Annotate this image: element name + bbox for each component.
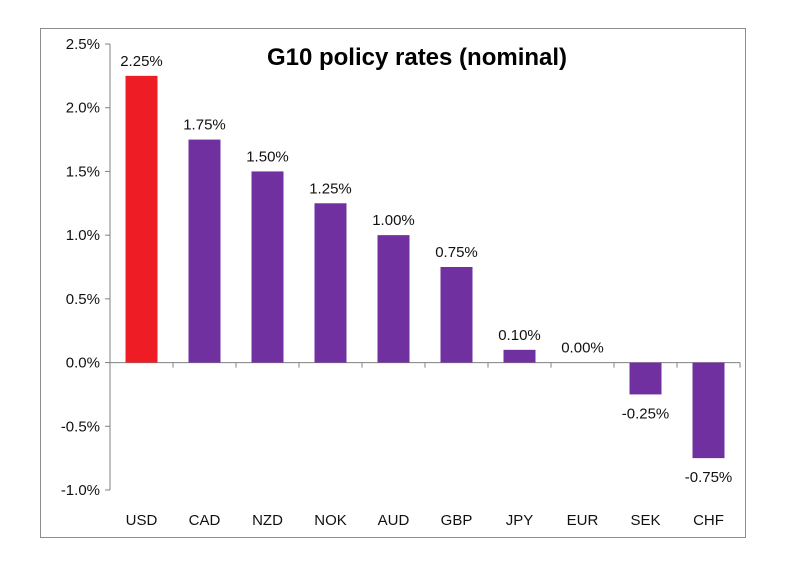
y-tick-label: 0.0% xyxy=(66,355,100,372)
x-tick-label-usd: USD xyxy=(126,512,158,529)
x-tick-label-sek: SEK xyxy=(630,512,660,529)
x-tick-label-jpy: JPY xyxy=(506,512,534,529)
bar-jpy xyxy=(503,349,536,363)
data-labels: 2.25% 1.75% 1.50% 1.25% 1.00% 0.75% 0.10% 0.00%… xyxy=(120,53,732,486)
bar-nzd xyxy=(251,171,284,363)
y-tick-label: 2.0% xyxy=(66,100,100,117)
data-label-gbp: 0.75% xyxy=(435,244,478,261)
bar-gbp xyxy=(440,267,473,363)
y-tick-label: 0.5% xyxy=(66,291,100,308)
bar-usd xyxy=(125,75,158,363)
x-tick-label-chf: CHF xyxy=(693,512,724,529)
data-label-usd: 2.25% xyxy=(120,53,163,70)
data-label-aud: 1.00% xyxy=(372,212,415,229)
y-tick-label: -0.5% xyxy=(61,418,100,435)
data-label-sek: -0.25% xyxy=(622,405,670,422)
bar-cad xyxy=(188,139,221,363)
x-tick-label-eur: EUR xyxy=(567,512,599,529)
bar-chf xyxy=(692,362,725,459)
data-label-chf: -0.75% xyxy=(685,469,733,486)
x-tick-label-nok: NOK xyxy=(314,512,347,529)
y-tick-label: 1.5% xyxy=(66,163,100,180)
y-tick-label: 1.0% xyxy=(66,227,100,244)
chart-title: G10 policy rates (nominal) xyxy=(267,44,567,71)
axes: 2.5% 2.0% 1.5% 1.0% 0.5% 0.0% -0.5% -1.0% USD CAD… xyxy=(61,36,741,529)
data-label-cad: 1.75% xyxy=(183,117,226,134)
bar-sek xyxy=(629,362,662,395)
data-label-nok: 1.25% xyxy=(309,180,352,197)
x-tick-label-nzd: NZD xyxy=(252,512,283,529)
x-tick-label-aud: AUD xyxy=(378,512,410,529)
x-tick-label-cad: CAD xyxy=(189,512,221,529)
bar-nok xyxy=(314,203,347,363)
data-label-nzd: 1.50% xyxy=(246,148,289,165)
x-tick-label-gbp: GBP xyxy=(441,512,473,529)
data-label-jpy: 0.10% xyxy=(498,327,541,344)
bar-aud xyxy=(377,235,410,363)
y-tick-label: 2.5% xyxy=(66,36,100,53)
bars xyxy=(125,75,725,459)
y-tick-label: -1.0% xyxy=(61,482,100,499)
data-label-eur: 0.00% xyxy=(561,340,604,357)
